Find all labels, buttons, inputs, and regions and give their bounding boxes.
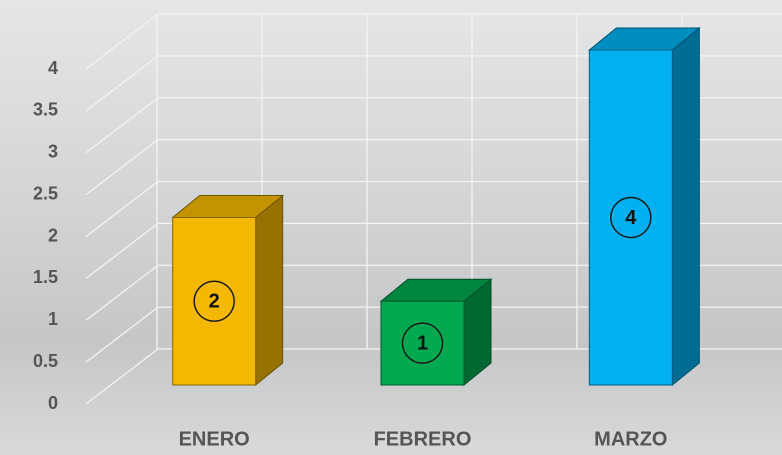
y-tick-label: 0 (48, 393, 58, 413)
x-tick-label: MARZO (594, 428, 667, 450)
grid-line (85, 306, 782, 363)
bar (588, 49, 673, 386)
y-tick-label: 1.5 (33, 267, 58, 287)
y-tick-label: 2.5 (33, 183, 58, 203)
x-tick-label: FEBRERO (374, 428, 472, 450)
value-badge (401, 322, 444, 364)
grid-line (85, 138, 782, 196)
bar-side (255, 194, 284, 387)
bars: 2 1 4 (171, 26, 701, 387)
grid-line (85, 264, 782, 321)
y-tick-label: 3 (48, 142, 58, 162)
y-tick-label: 2 (48, 225, 58, 245)
x-tick-label: ENERO (179, 428, 250, 450)
value-label: 2 (209, 291, 220, 313)
y-tick-label: 3.5 (33, 100, 58, 120)
grid-line (85, 97, 782, 154)
value-badge (610, 196, 652, 239)
grid-line (85, 55, 782, 112)
y-tick-label: 0.5 (33, 351, 58, 371)
grid-line (85, 222, 782, 279)
labels: 0 0.5 1 1.5 2 2.5 3 3.5 4 ENERO FEBRERO MARZO (33, 58, 668, 451)
y-tick-label: 1 (48, 309, 58, 329)
bar (380, 300, 465, 386)
value-badge (193, 280, 235, 322)
bar-side (671, 26, 700, 387)
value-label: 1 (417, 332, 428, 354)
grid-line (85, 13, 782, 70)
value-label: 4 (625, 207, 637, 229)
grid-line (85, 348, 782, 405)
y-tick-label: 4 (48, 58, 58, 78)
bar (172, 217, 257, 386)
grid-line (85, 180, 782, 238)
